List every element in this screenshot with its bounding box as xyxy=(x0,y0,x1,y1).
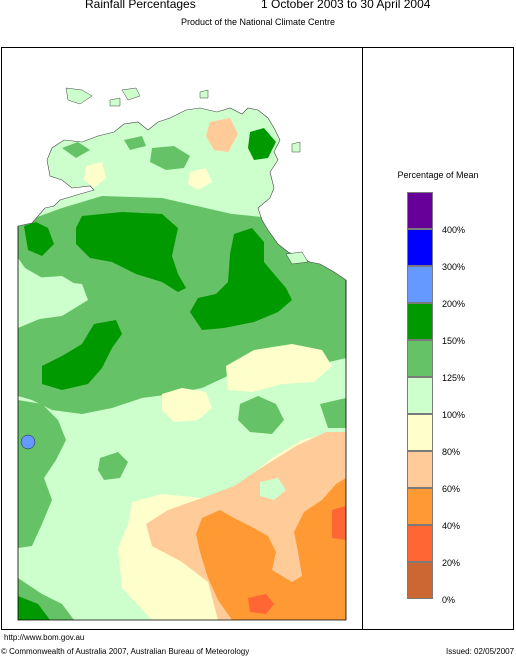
zone-125-150 xyxy=(124,136,146,150)
legend-label-150: 150% xyxy=(442,336,466,346)
zone-40-60 xyxy=(196,478,346,620)
copyright-notice: © Commonwealth of Australia 2007, Austra… xyxy=(1,647,250,656)
legend-label-60: 60% xyxy=(442,484,461,494)
zone-150-200 xyxy=(248,128,276,160)
legend-swatch-80 xyxy=(407,414,433,451)
legend-label-125: 125% xyxy=(442,373,466,383)
zone-150-200 xyxy=(24,222,54,256)
island xyxy=(285,251,309,265)
legend-swatch-40 xyxy=(407,488,433,525)
zone-125-150 xyxy=(62,142,90,158)
rainfall-zones xyxy=(18,108,346,620)
zone-125-150 xyxy=(238,396,284,434)
island xyxy=(65,87,93,105)
zone-20-40 xyxy=(332,506,346,540)
island xyxy=(199,89,209,99)
rainfall-map xyxy=(17,87,347,621)
legend-swatch-300 xyxy=(407,229,433,266)
zone-125-150 xyxy=(98,452,128,480)
zone-60-80 xyxy=(206,118,238,152)
issued-date: Issued: 02/05/2007 xyxy=(446,647,515,656)
legend-label-20: 20% xyxy=(442,558,461,568)
zone-100-125 xyxy=(260,478,286,500)
state-border xyxy=(17,226,347,621)
legend-swatch-60 xyxy=(407,451,433,488)
zone-20-40 xyxy=(248,594,274,614)
zone-125-150 xyxy=(150,146,190,170)
zone-80-100 xyxy=(84,162,106,188)
map-subtitle: Product of the National Climate Centre xyxy=(180,17,336,27)
legend-swatch-100 xyxy=(407,377,433,414)
coastline xyxy=(17,107,347,281)
zone-80-100 xyxy=(162,388,212,422)
island xyxy=(291,141,301,153)
legend-label-0: 0% xyxy=(442,595,456,605)
island xyxy=(109,97,121,107)
zone-150-200 xyxy=(42,320,122,390)
legend-label-300: 300% xyxy=(442,262,466,272)
legend-swatch-20 xyxy=(407,525,433,562)
map-period: 1 October 2003 to 30 April 2004 xyxy=(261,0,431,11)
zone-125-150 xyxy=(320,398,346,428)
map-frame xyxy=(1,47,514,630)
zone-80-100 xyxy=(188,168,212,190)
legend-swatch-0 xyxy=(407,562,433,599)
legend-swatch-150 xyxy=(407,303,433,340)
frame-divider xyxy=(362,47,363,630)
zone-150-200 xyxy=(76,212,186,292)
legend-label-200: 200% xyxy=(442,299,466,309)
legend-swatch-200 xyxy=(407,266,433,303)
legend-swatch-125 xyxy=(407,340,433,377)
island xyxy=(121,87,141,101)
zone-100-125 xyxy=(18,264,88,320)
legend-title: Percentage of Mean xyxy=(397,170,479,180)
legend-label-400: 400% xyxy=(442,225,466,235)
map-title: Rainfall Percentages xyxy=(85,0,196,11)
zone-200-300 xyxy=(20,434,36,450)
legend-label-100: 100% xyxy=(442,410,466,420)
zone-150-200 xyxy=(18,596,50,620)
legend-label-40: 40% xyxy=(442,521,461,531)
legend-swatch-400 xyxy=(407,192,433,229)
source-url[interactable]: http://www.bom.gov.au xyxy=(4,633,85,642)
zone-80-100 xyxy=(226,344,332,392)
legend-label-80: 80% xyxy=(442,447,461,457)
zone-150-200 xyxy=(190,228,292,330)
